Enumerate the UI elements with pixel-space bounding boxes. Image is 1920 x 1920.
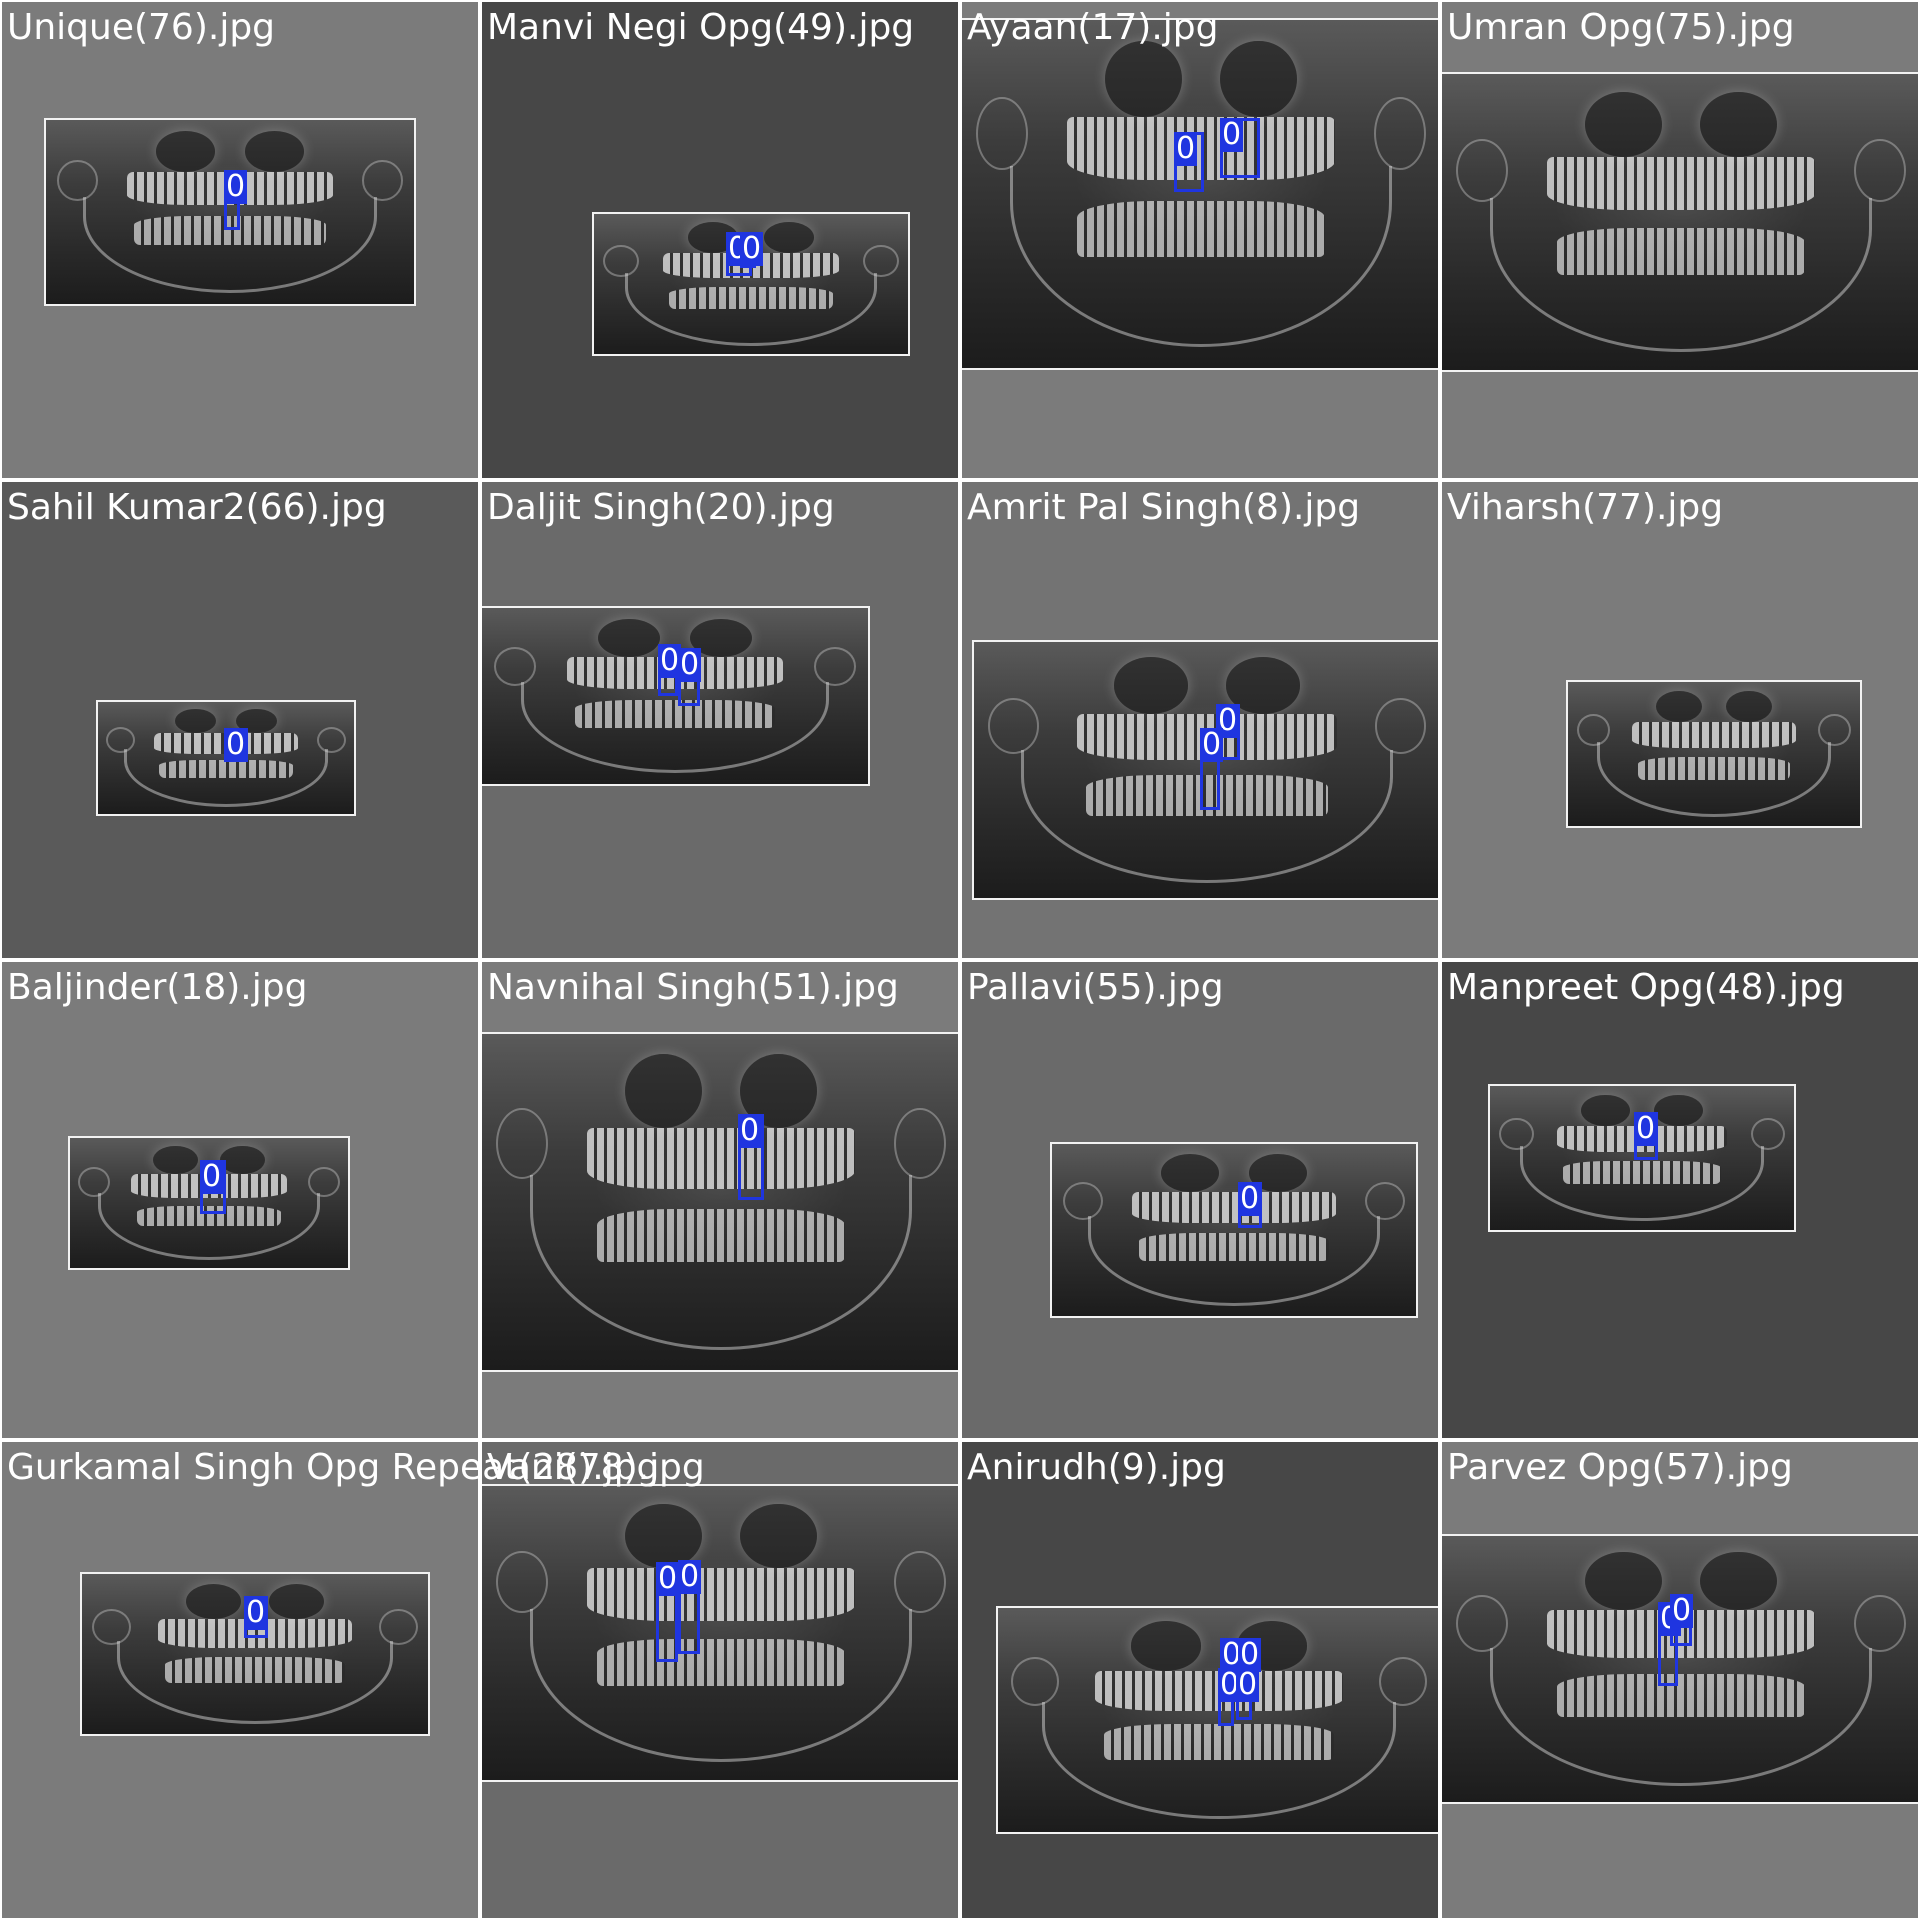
grid-tile[interactable]: 0 0 Ayaan(17).jpg — [960, 0, 1440, 480]
xray-image — [1488, 1084, 1796, 1232]
detection-box: 0 — [1238, 1182, 1262, 1228]
xray-image — [44, 118, 416, 306]
detection-box: 0 — [1200, 727, 1224, 810]
grid-tile[interactable]: 0 Baljinder(18).jpg — [0, 960, 480, 1440]
image-filename: Manvi Negi Opg(49).jpg — [487, 7, 915, 48]
detection-label: 0 — [740, 231, 764, 266]
detection-box: 0 — [1218, 1668, 1242, 1726]
image-filename: Baljinder(18).jpg — [7, 967, 308, 1008]
detection-label: 0 — [1218, 1667, 1242, 1702]
image-filename: Vani(78).jpg — [487, 1447, 705, 1488]
grid-tile[interactable]: 0 Manpreet Opg(48).jpg — [1440, 960, 1920, 1440]
detection-box: 0 — [678, 647, 702, 706]
detection-label: 0 — [656, 1561, 680, 1596]
xray-image — [1442, 72, 1918, 372]
detection-box: 0 — [738, 1114, 764, 1200]
image-filename: Anirudh(9).jpg — [967, 1447, 1226, 1488]
xray-image — [1442, 1534, 1918, 1804]
detection-box: 0 — [224, 728, 248, 762]
detection-box: 0 — [1236, 1668, 1260, 1720]
grid-tile[interactable]: 0 Unique(76).jpg — [0, 0, 480, 480]
detection-label: 0 — [244, 1595, 268, 1630]
grid-tile[interactable]: 0 0 Amrit Pal Singh(8).jpg — [960, 480, 1440, 960]
detection-label: 0 — [1200, 727, 1224, 762]
xray-image — [996, 1606, 1438, 1834]
detection-box: 0 — [1670, 1593, 1694, 1646]
detection-label: 0 — [224, 727, 248, 762]
detection-label: 0 — [1238, 1181, 1262, 1216]
image-filename: Parvez Opg(57).jpg — [1447, 1447, 1793, 1488]
grid-tile[interactable]: 0 0 Daljit Singh(20).jpg — [480, 480, 960, 960]
detection-box: 0 — [200, 1160, 226, 1214]
detection-label: 0 — [738, 1113, 762, 1148]
grid-tile[interactable]: 0 0 Parvez Opg(57).jpg — [1440, 1440, 1920, 1920]
grid-tile[interactable]: 0 Sahil Kumar2(66).jpg — [0, 480, 480, 960]
detection-label: 0 — [678, 647, 702, 682]
xray-image — [68, 1136, 350, 1270]
image-filename: Amrit Pal Singh(8).jpg — [967, 487, 1361, 528]
detection-box: 0 — [1220, 118, 1260, 178]
detection-box: 0 — [1634, 1112, 1658, 1160]
grid-tile[interactable]: 0 Gurkamal Singh Opg Repeat(28).jpg — [0, 1440, 659, 1920]
detection-label: 0 — [1236, 1667, 1260, 1702]
grid-tile[interactable]: 0 0 Manvi Negi Opg(49).jpg — [480, 0, 960, 480]
image-filename: Gurkamal Singh Opg Repeat(28).jpg — [7, 1447, 660, 1488]
xray-image — [962, 18, 1438, 370]
grid-tile[interactable]: 0 0 0 0 Anirudh(9).jpg — [960, 1440, 1440, 1920]
detection-label: 0 — [1634, 1111, 1658, 1146]
image-filename: Manpreet Opg(48).jpg — [1447, 967, 1845, 1008]
image-filename: Ayaan(17).jpg — [967, 7, 1219, 48]
detection-box: 0 — [740, 232, 764, 268]
xray-image — [1050, 1142, 1418, 1318]
detection-label: 0 — [658, 643, 682, 678]
detection-label: 0 — [1220, 1637, 1244, 1672]
xray-image — [482, 1484, 958, 1782]
image-filename: Viharsh(77).jpg — [1447, 487, 1724, 528]
image-filename: Daljit Singh(20).jpg — [487, 487, 835, 528]
xray-image — [1566, 680, 1862, 828]
image-filename: Sahil Kumar2(66).jpg — [7, 487, 387, 528]
detection-box: 0 — [1174, 132, 1204, 192]
grid-tile[interactable]: 0 Navnihal Singh(51).jpg — [480, 960, 960, 1440]
grid-tile[interactable]: Umran Opg(75).jpg — [1440, 0, 1920, 480]
image-filename: Umran Opg(75).jpg — [1447, 7, 1795, 48]
detection-label: 0 — [1174, 131, 1198, 166]
detection-box: 0 — [678, 1559, 702, 1654]
image-filename: Pallavi(55).jpg — [967, 967, 1224, 1008]
detection-box: 0 — [656, 1561, 680, 1662]
detection-box: 0 — [224, 170, 248, 230]
detection-label: 0 — [1220, 117, 1244, 152]
xray-image — [482, 1032, 958, 1372]
detection-label: 0 — [224, 169, 248, 204]
detection-box: 0 — [244, 1596, 268, 1638]
detection-box: 0 — [658, 643, 682, 696]
xray-image — [482, 606, 870, 786]
image-filename: Unique(76).jpg — [7, 7, 276, 48]
detection-label: 0 — [1238, 1637, 1262, 1672]
xray-image — [972, 640, 1438, 900]
detection-label: 0 — [200, 1159, 224, 1194]
detection-label: 0 — [678, 1559, 702, 1594]
grid-tile[interactable]: 0 Pallavi(55).jpg — [960, 960, 1440, 1440]
grid-tile[interactable]: 0 0 Vani(78).jpg — [480, 1440, 960, 1920]
image-filename: Navnihal Singh(51).jpg — [487, 967, 899, 1008]
grid-tile[interactable]: Viharsh(77).jpg — [1440, 480, 1920, 960]
detection-label: 0 — [1670, 1593, 1694, 1628]
